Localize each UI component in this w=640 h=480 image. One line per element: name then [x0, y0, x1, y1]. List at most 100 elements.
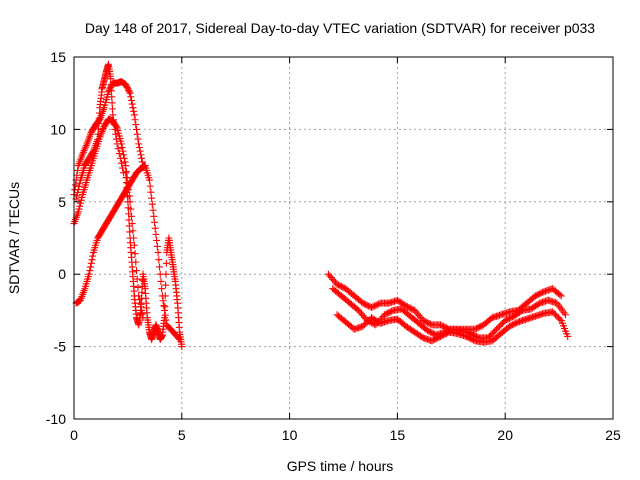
data-point — [161, 292, 169, 300]
data-point — [124, 198, 132, 206]
data-point — [159, 297, 167, 305]
data-point — [99, 126, 107, 134]
data-point — [133, 130, 141, 138]
data-point — [145, 176, 153, 184]
data-point — [81, 145, 89, 153]
data-point — [126, 228, 134, 236]
data-point — [162, 270, 170, 278]
data-point — [134, 135, 142, 143]
data-point — [148, 200, 156, 208]
data-point — [124, 204, 132, 212]
data-point — [157, 277, 165, 285]
data-point — [74, 208, 82, 216]
data-point — [131, 116, 139, 124]
data-point — [80, 147, 88, 155]
data-point — [158, 285, 166, 293]
data-point — [129, 104, 137, 112]
data-point — [97, 129, 105, 137]
data-point — [117, 140, 125, 148]
y-tick-label: 5 — [58, 194, 66, 210]
data-point — [160, 302, 168, 310]
data-point — [76, 199, 84, 207]
data-point — [137, 300, 145, 308]
data-point — [98, 128, 106, 136]
data-point — [564, 332, 572, 340]
data-point — [149, 206, 157, 214]
data-point — [130, 111, 138, 119]
y-axis-label: SDTVAR / TECUs — [6, 182, 22, 294]
data-point — [126, 89, 134, 97]
data-point — [120, 154, 128, 162]
data-point — [148, 194, 156, 202]
data-point — [556, 291, 564, 299]
data-point — [128, 100, 136, 108]
x-axis-label: GPS time / hours — [287, 458, 394, 474]
data-point — [88, 256, 96, 264]
data-point — [78, 193, 86, 201]
data-point — [127, 93, 135, 101]
y-tick-label: 15 — [50, 49, 66, 65]
data-point — [151, 224, 159, 232]
data-point — [85, 270, 93, 278]
data-point — [134, 283, 142, 291]
data-point — [178, 343, 186, 351]
data-point — [129, 227, 137, 235]
data-point — [133, 267, 141, 275]
data-point — [139, 276, 147, 284]
data-point — [152, 230, 160, 238]
data-point — [117, 159, 125, 167]
data-point — [162, 259, 170, 267]
data-point — [115, 150, 123, 158]
data-point — [77, 196, 85, 204]
data-point — [162, 281, 170, 289]
plot-frame — [73, 56, 614, 420]
data-point — [75, 205, 83, 213]
data-point — [137, 306, 145, 314]
data-point — [137, 151, 145, 159]
data-point — [122, 168, 130, 176]
data-point — [125, 86, 133, 94]
data-point — [154, 248, 162, 256]
data-point — [71, 181, 79, 189]
data-point — [557, 292, 565, 300]
data-point — [107, 75, 115, 83]
series-arc-3 — [70, 115, 147, 322]
axis-ticks: 0 5 10 15 20 25 -10 -5 0 5 10 15 — [46, 49, 621, 443]
data-point — [120, 151, 128, 159]
y-tick-label: -10 — [46, 411, 66, 427]
data-point — [107, 87, 115, 95]
data-point — [138, 154, 146, 162]
data-point — [81, 143, 89, 151]
data-point — [75, 182, 83, 190]
data-point — [86, 267, 94, 275]
data-points — [70, 60, 572, 351]
data-point — [133, 275, 141, 283]
data-point — [562, 311, 570, 319]
data-point — [161, 303, 169, 311]
data-point — [122, 82, 130, 90]
data-point — [89, 252, 97, 260]
data-point — [76, 202, 84, 210]
data-point — [153, 242, 161, 250]
data-point — [135, 140, 143, 148]
x-tick-label: 10 — [282, 427, 298, 443]
data-point — [130, 107, 138, 115]
data-point — [114, 145, 122, 153]
x-tick-label: 15 — [390, 427, 406, 443]
data-point — [127, 96, 135, 104]
data-point — [107, 81, 115, 89]
y-tick-label: 0 — [58, 266, 66, 282]
data-point — [150, 218, 158, 226]
data-point — [119, 147, 127, 155]
data-point — [556, 315, 564, 323]
data-point — [87, 259, 95, 267]
data-point — [79, 148, 87, 156]
data-point — [76, 179, 84, 187]
chart-title: Day 148 of 2017, Sidereal Day-to-day VTE… — [85, 20, 595, 36]
data-point — [123, 83, 131, 91]
data-point — [132, 121, 140, 129]
data-point — [99, 124, 107, 132]
data-point — [96, 133, 104, 141]
data-point — [138, 288, 146, 296]
